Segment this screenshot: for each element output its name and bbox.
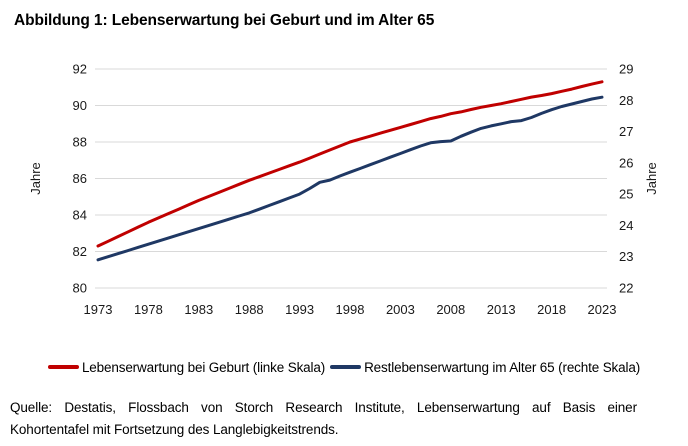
x-axis-tick-label: 1993: [285, 302, 314, 317]
right-axis-title: Jahre: [644, 162, 659, 195]
right-axis-tick-label: 28: [619, 93, 633, 108]
x-axis-tick-label: 1998: [336, 302, 365, 317]
legend-line-swatch-blue: [330, 365, 362, 369]
right-axis-tick-label: 25: [619, 187, 633, 202]
x-axis-tick-label: 2003: [386, 302, 415, 317]
right-axis-tick-label: 24: [619, 218, 633, 233]
x-axis-tick-label: 2008: [436, 302, 465, 317]
legend-label-birth: Lebenserwartung bei Geburt (linke Skala): [81, 359, 326, 375]
x-axis-tick-label: 1973: [84, 302, 113, 317]
source-note: Quelle: Destatis, Flossbach von Storch R…: [10, 397, 637, 440]
chart-legend: Lebenserwartung bei Geburt (linke Skala)…: [0, 357, 688, 377]
series-line-0: [96, 80, 604, 248]
right-axis-tick-label: 23: [619, 249, 633, 264]
left-axis-tick-label: 82: [73, 244, 87, 259]
legend-item-birth: Lebenserwartung bei Geburt (linke Skala): [47, 359, 326, 375]
legend-line-swatch-red: [47, 365, 79, 369]
right-axis-tick-label: 22: [619, 281, 633, 296]
left-axis-tick-label: 90: [73, 98, 87, 113]
right-axis-tick-label: 27: [619, 124, 633, 139]
source-note-line2: Kohortentafel mit Fortsetzung des Langle…: [10, 421, 339, 437]
left-axis-title: Jahre: [28, 162, 43, 195]
x-axis-tick-label: 1978: [134, 302, 163, 317]
left-axis-tick-label: 86: [73, 171, 87, 186]
x-axis-tick-label: 2023: [588, 302, 617, 317]
source-note-line1: Quelle: Destatis, Flossbach von Storch R…: [10, 400, 637, 415]
left-axis-tick-label: 88: [73, 135, 87, 150]
legend-item-age65: Restlebenserwartung im Alter 65 (rechte …: [330, 360, 640, 375]
figure-title: Abbildung 1: Lebenserwartung bei Geburt …: [14, 12, 435, 29]
legend-label-age65: Restlebenserwartung im Alter 65 (rechte …: [364, 359, 641, 375]
life-expectancy-line-chart: 80 82 84 86 88 90 92 22 23 24 25 26 27 28 29 1973 1978 19…: [28, 62, 659, 318]
x-axis-tick-label: 1983: [184, 302, 213, 317]
right-axis-tick-label: 29: [619, 62, 633, 77]
x-axis-tick-label: 2013: [487, 302, 516, 317]
left-axis-tick-label: 92: [73, 62, 87, 77]
x-axis-tick-label: 2018: [537, 302, 566, 317]
right-axis-tick-label: 26: [619, 155, 633, 170]
left-axis-tick-label: 84: [73, 208, 87, 223]
x-axis-tick-label: 1988: [235, 302, 264, 317]
series-line-1: [96, 95, 604, 262]
left-axis-tick-label: 80: [73, 281, 87, 296]
